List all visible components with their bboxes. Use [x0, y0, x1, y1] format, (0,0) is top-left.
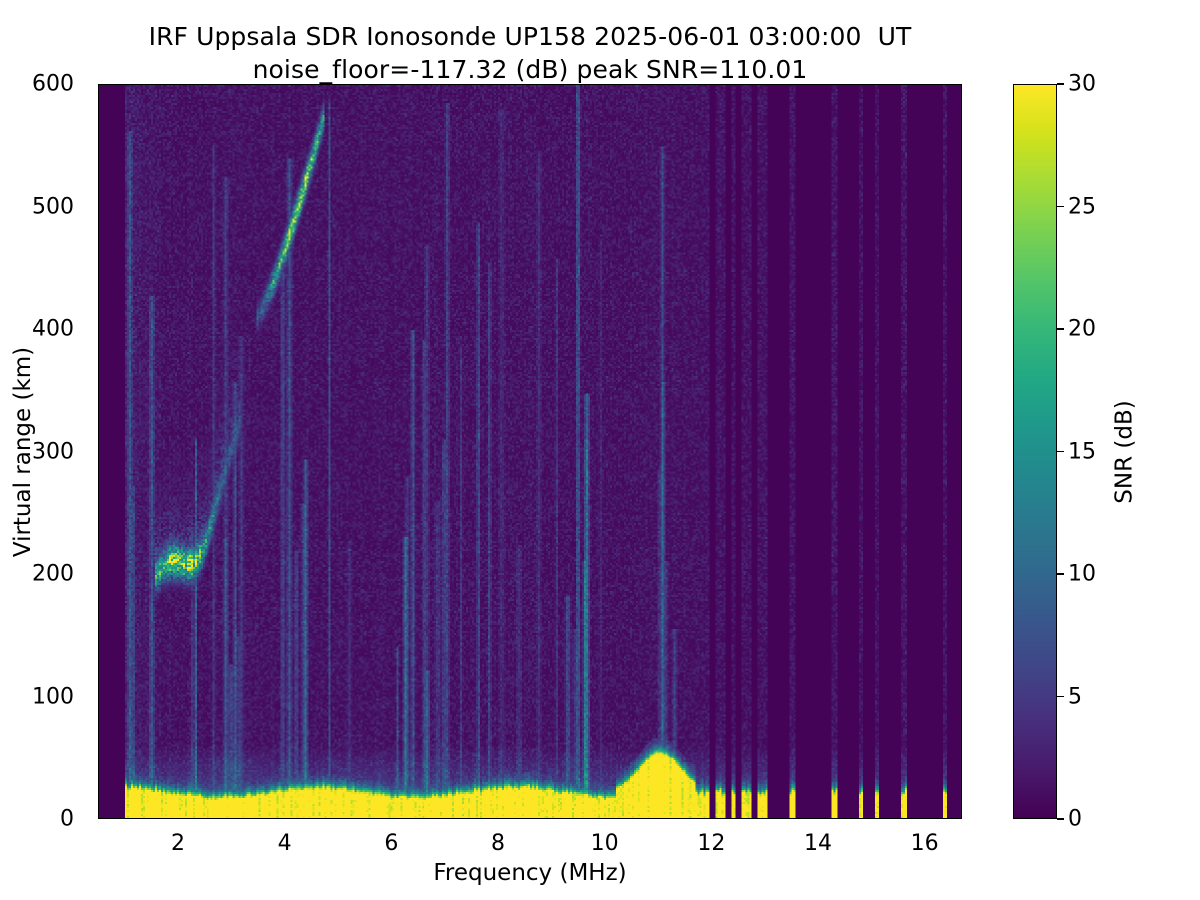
colorbar-tick — [1057, 328, 1064, 330]
colorbar-tick — [1057, 205, 1064, 208]
y-axis-tick — [98, 697, 99, 699]
colorbar-tick-label: 15 — [1068, 439, 1096, 464]
colorbar-tick-label: 20 — [1068, 316, 1096, 342]
title-line-1: IRF Uppsala SDR Ionosonde UP158 2025-06-… — [148, 22, 912, 51]
colorbar-tick — [1057, 83, 1064, 85]
x-axis-tick-label: 16 — [910, 831, 939, 856]
y-axis-tick — [98, 574, 99, 576]
x-axis-tick-label: 14 — [804, 831, 832, 856]
y-axis-tick-label: 0 — [60, 806, 74, 832]
colorbar-tick — [1057, 573, 1064, 575]
y-axis-tick-label: 600 — [32, 71, 74, 97]
x-axis-title: Frequency (MHz) — [433, 860, 627, 886]
ionogram-heatmap — [99, 85, 961, 818]
colorbar-tick — [1057, 818, 1064, 820]
colorbar-tick-label: 0 — [1068, 806, 1082, 832]
y-axis-tick-label: 100 — [32, 684, 74, 709]
colorbar-title: SNR (dB) — [1108, 84, 1142, 819]
heatmap-canvas-holder — [99, 85, 961, 818]
y-axis-tick — [98, 329, 99, 331]
colorbar-tick-label: 5 — [1068, 684, 1082, 709]
y-axis-title: Virtual range (km) — [8, 84, 38, 819]
colorbar-gradient — [1014, 85, 1056, 818]
colorbar-tick-label: 10 — [1068, 561, 1096, 587]
colorbar-tick-labels: 0 5 10 15 20 25 30 — [1057, 72, 1117, 832]
colorbar-tick-label: 30 — [1068, 71, 1096, 97]
y-axis-tick — [98, 452, 99, 454]
y-axis-tick-label: 500 — [32, 194, 74, 219]
y-axis-tick — [98, 207, 99, 209]
colorbar[interactable] — [1013, 84, 1057, 819]
colorbar-title-text: SNR (dB) — [1112, 399, 1139, 504]
x-axis-tick-label: 2 — [171, 831, 185, 856]
x-axis-tick-label: 6 — [384, 831, 399, 856]
colorbar-tick — [1057, 695, 1064, 698]
y-axis-tick-label: 200 — [32, 561, 74, 587]
x-axis-tick-label: 10 — [590, 831, 619, 856]
title-line-2: noise_floor=-117.32 (dB) peak SNR=110.01 — [252, 55, 808, 84]
y-axis-tick-label: 300 — [32, 439, 74, 464]
y-axis-tick — [98, 84, 99, 86]
colorbar-tick-label: 25 — [1068, 194, 1096, 219]
y-axis-tick-label: 400 — [32, 316, 74, 342]
y-axis-tick-labels: 0 100 200 300 400 500 600 — [0, 72, 88, 832]
colorbar-tick — [1057, 450, 1064, 453]
x-axis-tick-label: 8 — [491, 831, 505, 856]
figure-title: IRF Uppsala SDR Ionosonde UP158 2025-06-… — [0, 20, 1060, 86]
ionogram-plot-area[interactable] — [98, 84, 962, 819]
y-axis-title-text: Virtual range (km) — [10, 346, 37, 557]
x-axis-tick-label: 12 — [697, 831, 726, 856]
x-axis-tick-labels: 2 4 6 8 10 12 14 16 — [98, 827, 962, 861]
x-axis-tick-label: 4 — [277, 831, 292, 856]
